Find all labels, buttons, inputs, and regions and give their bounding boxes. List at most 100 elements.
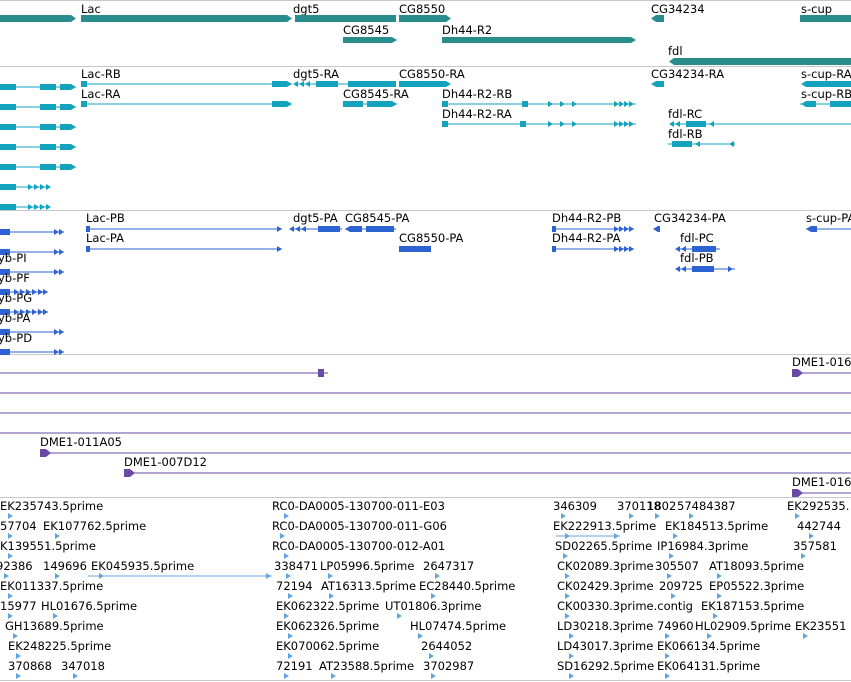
exon-block[interactable] <box>520 121 526 127</box>
exon-block[interactable] <box>399 15 446 22</box>
est-label[interactable]: GH13689.5prime <box>5 619 104 633</box>
exon-block[interactable] <box>40 84 56 90</box>
exon-block[interactable] <box>442 101 448 107</box>
transcript-label[interactable]: Dh44-R2-RB <box>442 87 512 101</box>
est-label[interactable]: LD43017.3prime <box>557 639 653 653</box>
protein-label[interactable]: yb-PG <box>0 291 32 305</box>
transcript-label[interactable]: CG8545-RA <box>343 87 409 101</box>
est-label[interactable]: EP05522.3prime <box>709 579 804 593</box>
exon-block[interactable] <box>800 15 851 22</box>
transcript-label[interactable]: Dh44-R2-RA <box>442 107 512 121</box>
exon-block[interactable] <box>60 164 71 170</box>
protein-label[interactable]: yb-PF <box>0 271 30 285</box>
est-label[interactable]: 346309 <box>553 499 597 513</box>
exon-block[interactable] <box>0 104 16 110</box>
clone-end[interactable] <box>792 489 798 497</box>
est-label[interactable]: EK107762.5prime <box>43 519 146 533</box>
exon-block[interactable] <box>656 81 664 87</box>
est-label[interactable]: 338471 <box>274 559 318 573</box>
exon-block[interactable] <box>552 226 556 232</box>
protein-label[interactable]: fdl-PB <box>680 251 714 265</box>
est-label[interactable]: RC0-DA0005-130700-012-A01 <box>272 539 445 553</box>
exon-block[interactable] <box>442 121 448 127</box>
clone-end[interactable] <box>40 449 46 457</box>
gene-label[interactable]: fdl <box>668 44 683 58</box>
transcript-label[interactable]: s-cup-RB <box>801 87 851 101</box>
exon-block[interactable] <box>0 229 10 235</box>
exon-block[interactable] <box>552 246 556 252</box>
protein-label[interactable]: CG8550-PA <box>399 231 464 245</box>
exon-block[interactable] <box>0 124 16 130</box>
exon-block[interactable] <box>811 226 817 232</box>
exon-block[interactable] <box>0 204 16 210</box>
protein-label[interactable]: dgt5-PA <box>293 211 338 225</box>
exon-block[interactable] <box>40 164 56 170</box>
exon-block[interactable] <box>0 349 10 355</box>
est-label[interactable]: EK064131.5prime <box>657 659 760 673</box>
exon-block[interactable] <box>686 121 706 127</box>
est-label[interactable]: IP16984.3prime <box>657 539 748 553</box>
est-label[interactable]: EK292535. <box>787 499 849 513</box>
protein-label[interactable]: yb-PA <box>0 311 30 325</box>
est-label[interactable]: EK187153.5prime <box>701 599 804 613</box>
est-label[interactable]: CK02429.3prime <box>557 579 654 593</box>
exon-block[interactable] <box>40 104 56 110</box>
est-label[interactable]: SD16292.5prime <box>557 659 654 673</box>
est-label[interactable]: EK066134.5prime <box>657 639 760 653</box>
est-label[interactable]: 57704 <box>0 519 37 533</box>
exon-block[interactable] <box>81 81 87 87</box>
exon-block[interactable] <box>366 226 394 232</box>
est-label[interactable]: EK235743.5prime <box>0 499 103 513</box>
clone-label[interactable]: DME1-007D12 <box>124 455 207 469</box>
gene-label[interactable]: Lac <box>81 2 101 16</box>
exon-block[interactable] <box>81 15 287 22</box>
exon-block[interactable] <box>399 246 431 252</box>
exon-block[interactable] <box>86 246 90 252</box>
transcript-label[interactable]: dgt5-RA <box>293 67 339 81</box>
est-label[interactable]: EK222913.5prime <box>553 519 656 533</box>
est-label[interactable]: CK00330.3prime.contig <box>557 599 693 613</box>
est-label[interactable]: HL02909.5prime <box>695 619 791 633</box>
gene-label[interactable]: dgt5 <box>293 2 319 16</box>
gene-label[interactable]: s-cup <box>801 2 832 16</box>
est-label[interactable]: 74960 <box>657 619 694 633</box>
est-label[interactable]: 209725 <box>659 579 703 593</box>
est-label[interactable]: EK062322.5prime <box>276 599 379 613</box>
transcript-label[interactable]: CG8550-RA <box>399 67 465 81</box>
est-label[interactable]: AT16313.5prime <box>321 579 416 593</box>
est-label[interactable]: 347018 <box>61 659 105 673</box>
est-label[interactable]: 57484387 <box>677 499 736 513</box>
est-label[interactable]: LD30218.3prime <box>557 619 653 633</box>
exon-block[interactable] <box>692 246 716 252</box>
protein-label[interactable]: yb-PD <box>0 331 32 345</box>
est-label[interactable]: 370118 <box>617 499 661 513</box>
exon-block[interactable] <box>272 101 287 107</box>
exon-block[interactable] <box>318 226 340 232</box>
exon-block[interactable] <box>350 226 362 232</box>
exon-block[interactable] <box>658 226 660 232</box>
est-label[interactable]: 305507 <box>655 559 699 573</box>
exon-block[interactable] <box>0 249 10 255</box>
exon-block[interactable] <box>343 37 392 43</box>
exon-block[interactable] <box>674 58 851 65</box>
protein-label[interactable]: Lac-PB <box>86 211 125 225</box>
est-label[interactable]: 442744 <box>797 519 841 533</box>
est-label[interactable]: EK184513.5prime <box>665 519 768 533</box>
exon-block[interactable] <box>272 81 287 87</box>
exon-block[interactable] <box>830 101 851 107</box>
est-label[interactable]: 3702987 <box>423 659 474 673</box>
est-label[interactable]: 2647317 <box>423 559 474 573</box>
clone-end[interactable] <box>318 369 324 377</box>
est-label[interactable]: 72194 <box>276 579 313 593</box>
est-label[interactable]: LP05996.5prime <box>320 559 414 573</box>
est-label[interactable]: SD02265.5prime <box>555 539 652 553</box>
est-label[interactable]: RC0-DA0005-130700-011-E03 <box>272 499 445 513</box>
exon-block[interactable] <box>0 144 16 150</box>
est-label[interactable]: RC0-DA0005-130700-011-G06 <box>272 519 447 533</box>
protein-label[interactable]: fdl-PC <box>680 231 714 245</box>
exon-block[interactable] <box>348 81 396 87</box>
protein-label[interactable]: yb-PI <box>0 251 27 265</box>
gene-label[interactable]: Dh44-R2 <box>442 23 492 37</box>
est-label[interactable]: K139551.5prime <box>0 539 96 553</box>
